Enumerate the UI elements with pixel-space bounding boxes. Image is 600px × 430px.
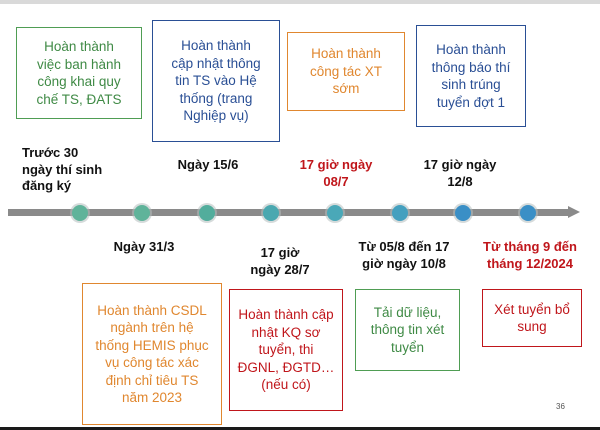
date-label-12-8: 17 giờ ngày 12/8 <box>423 157 497 189</box>
milestone-box-text: Hoàn thành cập nhật KQ sơ tuyển, thi ĐGN… <box>237 307 335 393</box>
date-label-15-6: Ngày 15/6 <box>177 157 239 172</box>
timeline-dot <box>134 204 150 221</box>
top-divider <box>0 0 600 4</box>
milestone-box-text: Hoàn thành cập nhật thông tin TS vào Hệ … <box>171 38 261 124</box>
milestone-box-early-admission: Hoàn thành công tác XT sớm <box>287 32 405 111</box>
milestone-box-results-round1: Hoàn thành thông báo thí sinh trúng tuyể… <box>416 25 526 127</box>
milestone-box-text: Tải dữ liệu, thông tin xét tuyển <box>370 304 445 355</box>
timeline-dot <box>455 204 471 221</box>
milestone-box-hemis-database: Hoàn thành CSDL ngành trên hệ thống HEMI… <box>82 283 222 425</box>
timeline-dot <box>392 204 408 221</box>
milestone-box-text: Hoàn thành việc ban hành công khai quy c… <box>36 39 122 107</box>
milestone-box-supplementary: Xét tuyển bổ sung <box>482 289 582 347</box>
date-label-08-7: 17 giờ ngày 08/7 <box>299 157 373 189</box>
timeline-dot <box>520 204 536 221</box>
date-label-31-3: Ngày 31/3 <box>113 239 175 254</box>
milestone-box-text: Hoàn thành công tác XT sớm <box>309 46 383 97</box>
timeline-axis <box>8 209 570 216</box>
date-label-05-8-to-10-8: Từ 05/8 đến 17 giờ ngày 10/8 <box>358 239 450 271</box>
timeline-dot <box>327 204 343 221</box>
milestone-box-text: Hoàn thành CSDL ngành trên hệ thống HEMI… <box>95 302 209 406</box>
date-label-before-30-days: Trước 30 ngày thí sinh đăng ký <box>22 145 103 193</box>
page-number: 36 <box>556 402 565 411</box>
timeline-dot <box>263 204 279 221</box>
timeline-dot <box>72 204 88 221</box>
milestone-box-exam-results: Hoàn thành cập nhật KQ sơ tuyển, thi ĐGN… <box>229 289 343 411</box>
milestone-box-regulations: Hoàn thành việc ban hành công khai quy c… <box>16 27 142 119</box>
date-label-sep-dec-2024: Từ tháng 9 đến tháng 12/2024 <box>483 239 577 271</box>
milestone-box-data-upload: Tải dữ liệu, thông tin xét tuyển <box>355 289 460 371</box>
timeline-arrowhead <box>568 206 580 218</box>
milestone-box-system-update: Hoàn thành cập nhật thông tin TS vào Hệ … <box>152 20 280 142</box>
milestone-box-text: Xét tuyển bổ sung <box>494 301 570 335</box>
timeline-dot <box>199 204 215 221</box>
milestone-box-text: Hoàn thành thông báo thí sinh trúng tuyể… <box>431 42 511 110</box>
bottom-divider <box>0 427 600 430</box>
date-label-28-7: 17 giờ ngày 28/7 <box>250 245 310 277</box>
